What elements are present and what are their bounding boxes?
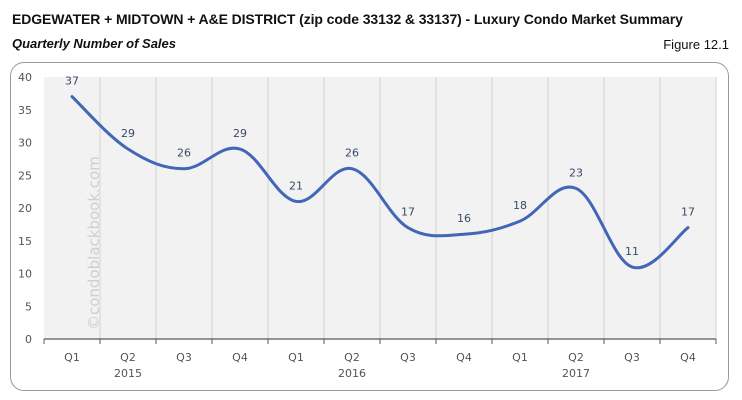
data-labels: 37 29 26 29 21 26 17 16 18 23 11 17: [65, 75, 695, 258]
y-tick-label: 35: [18, 104, 32, 117]
y-tick-label: 20: [18, 202, 32, 215]
series-line: [70, 95, 690, 270]
x-tick-label: Q1: [512, 351, 528, 364]
y-tick-label: 40: [18, 71, 32, 84]
x-year-label: 2016: [338, 367, 366, 380]
x-tick-label: Q4: [456, 351, 472, 364]
x-year-label: 2015: [114, 367, 142, 380]
x-tick-label: Q3: [176, 351, 192, 364]
data-label: 37: [65, 75, 79, 88]
x-tick-label: Q2: [120, 351, 136, 364]
gridlines: [99, 77, 717, 339]
chart-title: EDGEWATER + MIDTOWN + A&E DISTRICT (zip …: [12, 11, 683, 27]
x-tick-label: Q2: [344, 351, 360, 364]
axes: [43, 338, 717, 344]
watermark: ©condoblackbook.com: [85, 156, 103, 330]
x-year-label: 2017: [562, 367, 590, 380]
x-tick-label: Q4: [232, 351, 248, 364]
x-tick-label: Q1: [64, 351, 80, 364]
data-label: 26: [345, 147, 359, 160]
x-tick-label: Q3: [400, 351, 416, 364]
x-tick-label: Q4: [680, 351, 696, 364]
data-label: 21: [289, 179, 303, 192]
chart-subtitle: Quarterly Number of Sales: [12, 36, 176, 51]
x-axis-ticks: Q1 Q2 Q3 Q4 Q1 Q2 Q3 Q4 Q1 Q2 Q3 Q4 2015 2016 2017: [64, 351, 696, 380]
y-tick-label: 10: [18, 268, 32, 281]
data-label: 23: [569, 166, 583, 179]
x-tick-label: Q2: [568, 351, 584, 364]
figure-label: Figure 12.1: [663, 37, 729, 52]
data-label: 29: [121, 127, 135, 140]
y-tick-label: 5: [25, 300, 32, 313]
data-label: 11: [625, 245, 639, 258]
y-tick-label: 15: [18, 235, 32, 248]
watermark-text: ©condoblackbook.com: [85, 156, 103, 330]
x-tick-label: Q1: [288, 351, 304, 364]
data-label: 26: [177, 147, 191, 160]
x-tick-label: Q3: [624, 351, 640, 364]
data-label: 16: [457, 212, 471, 225]
data-label: 17: [401, 206, 415, 219]
y-tick-label: 30: [18, 137, 32, 150]
y-tick-label: 25: [18, 169, 32, 182]
y-axis-ticks: 0 5 10 15 20 25 30 35 40: [18, 71, 32, 346]
data-label: 18: [513, 199, 527, 212]
sales-line: [70, 95, 690, 270]
data-label: 29: [233, 127, 247, 140]
y-tick-label: 0: [25, 333, 32, 346]
data-label: 17: [681, 206, 695, 219]
